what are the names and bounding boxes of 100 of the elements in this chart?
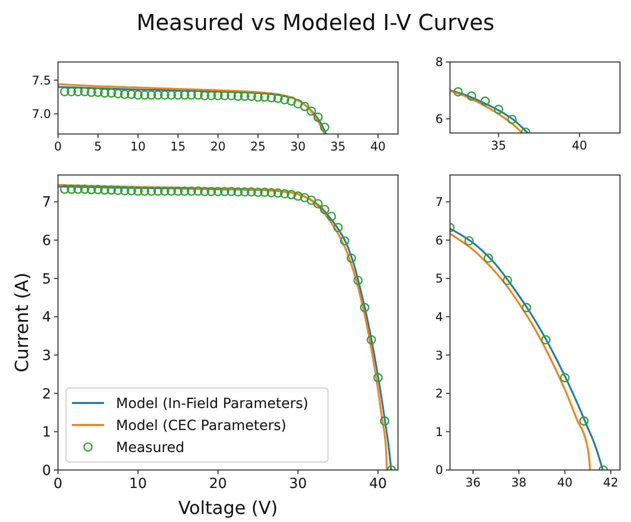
y-tick-label: 4 (435, 310, 443, 324)
y-tick-label: 1 (42, 424, 51, 441)
point (502, 276, 512, 286)
point (93, 184, 103, 194)
point (266, 93, 276, 102)
point (106, 88, 116, 98)
point (146, 186, 156, 196)
point (240, 92, 250, 101)
point (133, 186, 143, 196)
y-tick-label: 6 (435, 112, 443, 126)
y-tick-label: 5 (435, 272, 443, 286)
point (86, 88, 96, 97)
point (93, 88, 103, 97)
x-tick-label: 20 (210, 140, 226, 154)
point (100, 185, 110, 195)
point (300, 102, 310, 112)
point (380, 416, 390, 426)
x-tick-label: 35 (490, 138, 506, 153)
point (346, 253, 356, 263)
x-tick-label: 30 (290, 140, 306, 154)
point (360, 302, 370, 312)
point (280, 189, 290, 198)
chart-title: Measured vs Modeled I-V Curves (136, 11, 495, 36)
point (313, 199, 323, 208)
point (66, 184, 76, 194)
point (106, 185, 116, 195)
point (522, 302, 532, 312)
point (60, 86, 70, 96)
point (146, 90, 156, 100)
point (66, 86, 76, 96)
point (286, 96, 296, 106)
point (320, 204, 330, 214)
point (126, 186, 136, 196)
point (200, 186, 210, 196)
point (113, 88, 123, 98)
point (273, 188, 283, 198)
x-tick-label: 30 (289, 476, 307, 492)
point (464, 236, 474, 246)
y-tick-label: 5 (42, 271, 51, 288)
point (233, 187, 243, 197)
x-tick-label: 25 (250, 140, 266, 154)
y-tick-label: 7.0 (32, 107, 51, 122)
point (306, 106, 316, 116)
x-tick-label: 40 (370, 140, 386, 154)
point (113, 186, 123, 195)
point (133, 90, 143, 100)
point (494, 104, 504, 114)
y-tick-label: 6 (435, 233, 443, 248)
x-tick-label: 40 (572, 138, 588, 153)
point (246, 92, 256, 101)
x-tick-label: 38 (511, 476, 527, 490)
point (333, 222, 343, 232)
point (273, 94, 283, 103)
x-tick-label: 15 (170, 140, 186, 154)
point (253, 188, 263, 197)
x-tick-label: 0 (54, 140, 62, 154)
point (286, 190, 296, 200)
point (560, 373, 570, 382)
y-tick-label: 0 (42, 462, 51, 479)
point (213, 90, 223, 100)
point (233, 92, 243, 101)
point (320, 122, 330, 132)
x-tick-label: 5 (94, 140, 102, 154)
y-tick-label: 6 (42, 233, 52, 250)
point (120, 90, 130, 99)
x-tick-label: 20 (209, 476, 227, 492)
x-tick-label: 10 (129, 476, 147, 492)
y-tick-label: 3 (42, 348, 51, 364)
point (166, 186, 176, 196)
point (200, 90, 210, 100)
point (313, 112, 323, 122)
point (579, 416, 589, 426)
y-axis-title: Current (A) (12, 272, 33, 372)
point (453, 87, 463, 96)
point (226, 90, 236, 100)
y-tick-label: 2 (435, 386, 443, 401)
y-tick-label: 7 (435, 195, 443, 210)
point (60, 184, 70, 194)
y-tick-label: 0 (435, 463, 443, 478)
y-tick-label: 4 (42, 310, 52, 326)
x-tick-label: 10 (130, 140, 146, 154)
point (173, 186, 183, 196)
point (140, 186, 150, 196)
point (166, 90, 176, 100)
point (220, 186, 230, 196)
point (466, 91, 476, 101)
point (180, 186, 190, 196)
point (484, 253, 494, 263)
point (153, 90, 163, 100)
point (180, 90, 190, 100)
point (353, 276, 363, 286)
point (213, 186, 223, 196)
point (340, 236, 350, 246)
point (293, 99, 303, 108)
point (266, 188, 276, 198)
point (541, 335, 550, 344)
point (306, 196, 316, 205)
point (193, 90, 203, 100)
point (160, 90, 170, 100)
point (86, 184, 96, 194)
